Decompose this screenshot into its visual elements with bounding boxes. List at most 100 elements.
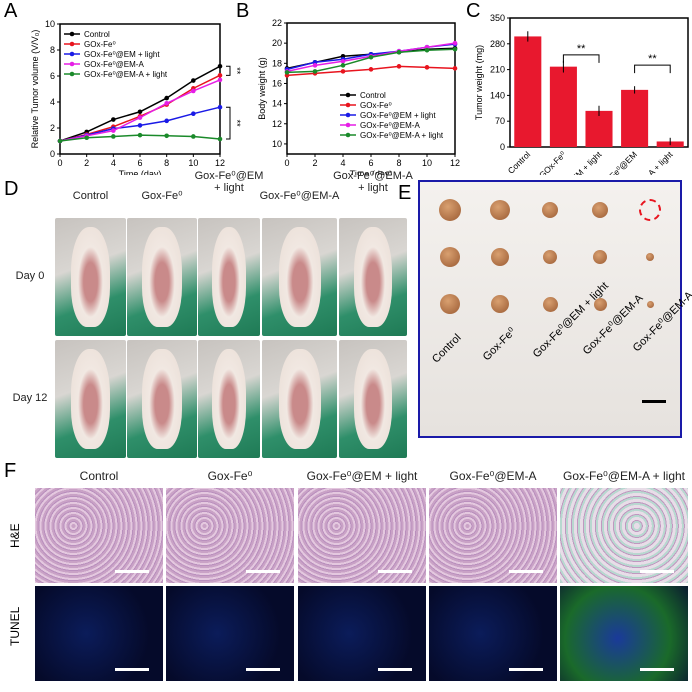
data-point: [284, 70, 290, 75]
data-point: [312, 63, 318, 68]
scale-bar: [640, 668, 674, 671]
mouse-photo: [55, 218, 126, 336]
scale-bar: [115, 668, 149, 671]
data-point: [164, 95, 169, 101]
y-axis-label: Body weight (g): [257, 57, 267, 120]
panel-label-b: B: [236, 0, 250, 22]
tumor: [491, 248, 509, 266]
data-point: [137, 132, 143, 138]
tunel-stain-image: [298, 586, 426, 681]
data-point: [217, 63, 223, 69]
column-label: Gox-Fe⁰@EM-A: [449, 469, 537, 483]
y-tick-label: 20: [272, 38, 282, 48]
tumor: [542, 296, 558, 312]
tumor: [646, 253, 654, 261]
y-tick-label: 8: [50, 45, 55, 55]
scale-bar: [378, 570, 412, 573]
column-label: Gox-Fe⁰@EM-A + light: [562, 469, 686, 483]
y-axis-label: Relative Tumor volume (V/V₀): [30, 30, 40, 149]
tumor: [593, 297, 607, 311]
y-tick-label: 6: [50, 71, 55, 81]
y-tick-label: 0: [50, 149, 55, 159]
legend-marker: [69, 31, 75, 37]
data-point: [340, 63, 346, 68]
legend-label: GOx-Fe⁰@EM + light: [84, 50, 160, 59]
tumor-label: Gox-Fe⁰: [480, 325, 519, 364]
x-tick-label: 6: [368, 158, 373, 168]
data-point: [368, 67, 374, 72]
legend-label: GOx-Fe⁰@EM-A: [84, 60, 144, 69]
column-label: Gox-Fe⁰@EM + light: [306, 469, 418, 483]
y-tick-label: 22: [272, 18, 282, 28]
charts-abc: 0 2 4 6 8 10 12 0 2 4 6 8 10 Time (day) Relative Tumor…: [30, 13, 689, 175]
data-point: [340, 58, 346, 64]
data-point: [111, 134, 116, 139]
data-point: [368, 54, 374, 60]
bar: [585, 110, 613, 147]
data-point: [452, 66, 458, 71]
he-stain-image: [429, 488, 557, 583]
row-label: TUNEL: [8, 606, 22, 646]
panel-e-tumor-photo: Control Gox-Fe⁰ Gox-Fe⁰@EM + light Gox-Fe⁰@…: [418, 180, 692, 438]
legend-marker: [345, 112, 351, 118]
x-axis-label: Time (day): [119, 169, 162, 175]
tumor: [646, 300, 654, 308]
bar: [549, 66, 577, 147]
significance-label: **: [232, 67, 242, 75]
data-point: [111, 128, 116, 133]
bar: [621, 89, 649, 147]
column-label: Control: [79, 469, 119, 483]
data-point: [396, 64, 402, 69]
data-point: [217, 136, 223, 142]
he-stain-image: [166, 488, 294, 583]
y-tick-label: 140: [490, 90, 505, 100]
legend-label: GOx-Fe⁰@EM-A: [360, 121, 420, 130]
tumor: [440, 247, 460, 267]
legend-label: GOx-Fe⁰@EM-A + light: [84, 70, 168, 79]
data-point: [424, 65, 430, 70]
scale-bar: [378, 668, 412, 671]
tumor-label: Gox-Fe⁰@EM + light: [530, 279, 611, 361]
data-point: [452, 46, 458, 52]
mouse-photo: [127, 218, 197, 336]
tumor: [592, 202, 608, 218]
x-tick-label: 10: [188, 158, 198, 168]
y-tick-label: 70: [495, 116, 505, 126]
panel-label-c: C: [466, 0, 481, 22]
column-label: Gox-Fe⁰: [141, 190, 183, 202]
x-tick-label: 12: [450, 158, 460, 168]
legend-marker: [345, 92, 351, 98]
data-point: [191, 88, 196, 94]
he-stain-image: [560, 488, 688, 583]
y-tick-label: 280: [490, 39, 505, 49]
x-tick-label: 6: [137, 158, 142, 168]
y-axis-label: Tumor weight (mg): [474, 45, 484, 120]
scale-bar: [509, 668, 543, 671]
significance-bracket: [226, 65, 231, 76]
tunel-stain-image: [560, 586, 688, 681]
y-tick-label: 210: [490, 65, 505, 75]
column-label: Gox-Fe⁰@EM-A: [259, 190, 340, 202]
tumor: [440, 294, 460, 314]
scale-bar: [642, 400, 666, 403]
tumor-label: Control: [430, 331, 464, 366]
tumor: [491, 295, 509, 313]
y-tick-label: 16: [272, 78, 282, 88]
scale-bar: [246, 668, 280, 671]
y-tick-label: 2: [50, 123, 55, 133]
legend-label: GOx-Fe⁰@EM + light: [360, 111, 436, 120]
significance-bracket: [634, 64, 671, 74]
x-tick-label: 8: [164, 158, 169, 168]
panel-label-d: D: [4, 178, 19, 200]
data-point: [164, 133, 169, 139]
legend-marker: [69, 71, 75, 77]
data-point: [217, 104, 223, 110]
row-label: Day 12: [12, 392, 48, 404]
legend-marker: [69, 41, 75, 47]
tumor-label: Gox-Fe⁰@EM-A + light: [630, 267, 692, 355]
y-tick-label: 18: [272, 58, 282, 68]
x-tick-label: 4: [340, 158, 345, 168]
significance-bracket: [562, 54, 600, 63]
legend-marker: [345, 132, 351, 138]
